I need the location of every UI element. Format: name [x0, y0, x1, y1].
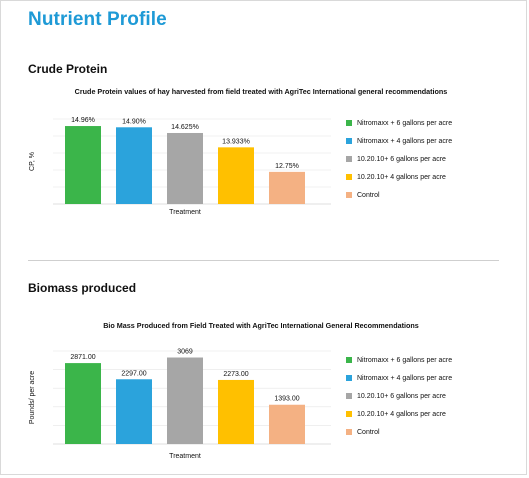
legend-swatch [346, 192, 352, 198]
biomass-legend: Nitromaxx + 6 gallons per acre Nitromaxx … [346, 351, 452, 441]
data-label: 14.625% [171, 124, 199, 131]
legend-item: 10.20.10+ 6 gallons per acre [346, 150, 452, 168]
legend-item: Nitromaxx + 6 gallons per acre [346, 351, 452, 369]
bar [218, 147, 254, 204]
y-axis-label: CP, % [29, 152, 36, 171]
legend-swatch [346, 357, 352, 363]
data-label: 2297.00 [121, 370, 146, 377]
legend-swatch [346, 375, 352, 381]
y-axis-label: Pounds/ per acre [29, 371, 36, 424]
bar [269, 404, 305, 444]
biomass-chart: 2871.00 2297.00 3069 2273.00 1393.00 Treatmen… [29, 349, 331, 460]
legend-swatch [346, 429, 352, 435]
legend-item: Nitromaxx + 4 gallons per acre [346, 132, 452, 150]
biomass-chart-title: Bio Mass Produced from Field Treated wit… [103, 321, 419, 330]
legend-label: 10.20.10+ 6 gallons per acre [357, 155, 446, 163]
legend-swatch [346, 120, 352, 126]
legend-item: Nitromaxx + 4 gallons per acre [346, 369, 452, 387]
legend-label: Nitromaxx + 4 gallons per acre [357, 137, 453, 145]
legend-swatch [346, 138, 352, 144]
bar [167, 132, 203, 204]
bar [167, 357, 203, 444]
crude-protein-chart: 14.96% 14.90% 14.625% 13.933% 12.75% Treatmen… [29, 117, 331, 216]
data-label: 2273.00 [223, 371, 248, 378]
data-label: 14.90% [122, 118, 146, 125]
legend-swatch [346, 156, 352, 162]
legend-label: 10.20.10+ 4 gallons per acre [357, 173, 446, 181]
legend-label: Control [357, 428, 380, 436]
data-label: 12.75% [275, 163, 299, 170]
biomass-heading: Biomass produced [28, 281, 137, 295]
page-title: Nutrient Profile [28, 9, 167, 30]
legend-item: 10.20.10+ 4 gallons per acre [346, 405, 452, 423]
bar [65, 363, 101, 444]
legend-label: 10.20.10+ 6 gallons per acre [357, 392, 446, 400]
legend-label: Nitromaxx + 4 gallons per acre [357, 374, 453, 382]
bar [269, 171, 305, 204]
legend-item: Control [346, 423, 452, 441]
bar [116, 379, 152, 444]
crude-protein-heading: Crude Protein [28, 62, 108, 76]
legend-label: 10.20.10+ 4 gallons per acre [357, 410, 446, 418]
data-label: 13.933% [222, 138, 250, 145]
section-divider [28, 260, 499, 261]
legend-swatch [346, 411, 352, 417]
data-label: 1393.00 [274, 396, 299, 403]
legend-item: Control [346, 186, 452, 204]
bar [116, 127, 152, 204]
legend-item: 10.20.10+ 6 gallons per acre [346, 387, 452, 405]
legend-swatch [346, 393, 352, 399]
legend-item: 10.20.10+ 4 gallons per acre [346, 168, 452, 186]
crude-protein-chart-title: Crude Protein values of hay harvested fr… [74, 87, 448, 96]
legend-swatch [346, 174, 352, 180]
data-label: 2871.00 [70, 354, 95, 361]
bar [65, 126, 101, 204]
bar [218, 379, 254, 444]
legend-item: Nitromaxx + 6 gallons per acre [346, 114, 452, 132]
legend-label: Nitromaxx + 6 gallons per acre [357, 119, 453, 127]
legend-label: Control [357, 191, 380, 199]
crude-protein-legend: Nitromaxx + 6 gallons per acre Nitromaxx … [346, 114, 452, 204]
x-axis-label: Treatment [169, 453, 201, 460]
data-label: 3069 [177, 349, 193, 356]
legend-label: Nitromaxx + 6 gallons per acre [357, 356, 453, 364]
x-axis-label: Treatment [169, 209, 201, 216]
data-label: 14.96% [71, 117, 95, 124]
